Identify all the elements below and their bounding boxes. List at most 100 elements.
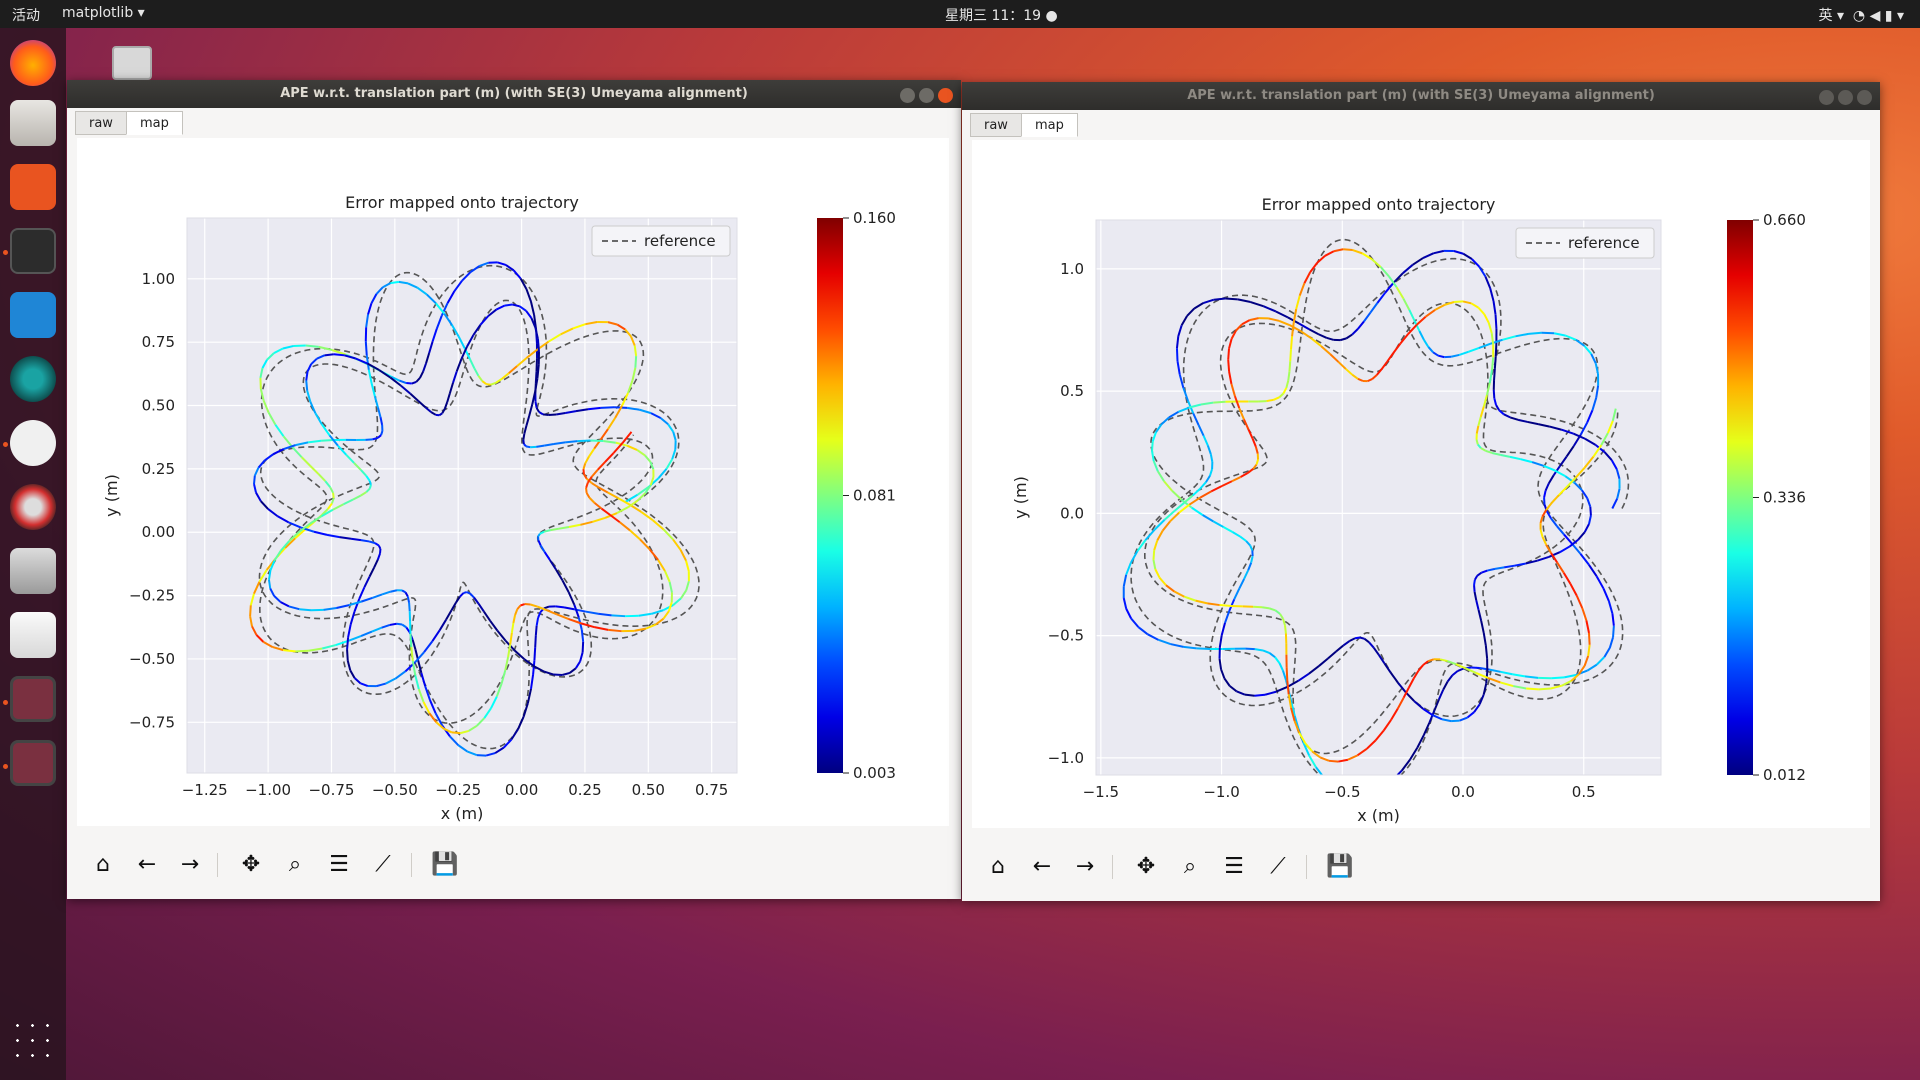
trajectory-segment xyxy=(269,560,276,571)
trajectory-segment xyxy=(512,303,520,308)
files-icon[interactable] xyxy=(10,100,56,146)
trajectory-segment xyxy=(638,612,652,617)
trajectory-segment xyxy=(1371,374,1378,380)
trajectory-segment xyxy=(1300,330,1312,340)
trajectory-segment xyxy=(1423,339,1430,348)
forward-button[interactable]: → xyxy=(1075,854,1095,879)
trash-icon[interactable] xyxy=(112,46,152,80)
figure-canvas[interactable]: −1.25 −1.00 −0.75 −0.50 −0.25 0.00 0.25 0.50 0.7… xyxy=(77,138,949,826)
trajectory-segment xyxy=(258,569,268,583)
save-button[interactable]: 💾 xyxy=(1326,854,1354,879)
minimize-button[interactable] xyxy=(1819,90,1834,105)
trajectory-segment xyxy=(476,754,487,757)
app-menu[interactable]: matplotlib ▾ xyxy=(62,5,145,21)
screen-recorder-icon[interactable] xyxy=(10,484,56,530)
pan-button[interactable]: ✥ xyxy=(1136,854,1156,879)
trajectory-segment xyxy=(534,327,539,339)
trajectory-segment xyxy=(1282,618,1286,626)
trajectory-segment xyxy=(1212,520,1224,528)
trajectory-segment xyxy=(1229,685,1238,693)
home-button[interactable]: ⌂ xyxy=(96,852,110,877)
trajectory-segment xyxy=(1483,313,1490,324)
activities-button[interactable]: 活动 xyxy=(12,8,40,24)
trajectory-segment xyxy=(1545,544,1552,554)
trajectory-segment xyxy=(630,336,636,346)
trajectory-segment xyxy=(494,746,505,754)
save-button[interactable]: 💾 xyxy=(431,852,459,877)
toolbar-separator xyxy=(411,853,412,877)
tab-raw[interactable]: raw xyxy=(75,111,127,135)
maximize-button[interactable] xyxy=(919,88,934,103)
trajectory-segment xyxy=(1195,599,1208,605)
trajectory-segment xyxy=(1422,722,1431,736)
trajectory-segment xyxy=(1269,652,1276,659)
close-button[interactable] xyxy=(1857,90,1872,105)
matplotlib-window-icon[interactable] xyxy=(10,676,56,722)
trajectory-segment xyxy=(1137,626,1149,635)
back-button[interactable]: ← xyxy=(137,852,157,877)
trajectory-segment xyxy=(621,392,629,407)
trajectory-segment xyxy=(282,344,294,350)
trajectory-segment xyxy=(530,674,535,689)
software-center-icon[interactable] xyxy=(10,164,56,210)
trajectory-segment xyxy=(279,601,290,608)
y-tick-label: 0.50 xyxy=(142,397,175,415)
trajectory-segment xyxy=(645,623,657,630)
tab-map[interactable]: map xyxy=(125,111,183,135)
trajectory-segment xyxy=(627,379,634,394)
trajectory-segment xyxy=(405,626,411,634)
figure-canvas[interactable]: −1.5 −1.0 −0.5 0.0 0.5 1.0 0.5 0.0 −0.5 −1.0 Error… xyxy=(972,140,1870,828)
trajectory-segment xyxy=(438,619,447,631)
trajectory-segment xyxy=(1244,693,1255,697)
trajectory-segment xyxy=(1491,357,1495,371)
back-button[interactable]: ← xyxy=(1032,854,1052,879)
vscode-icon[interactable] xyxy=(10,292,56,338)
typora-icon[interactable] xyxy=(10,420,56,466)
trajectory-segment xyxy=(443,401,449,410)
trajectory-segment xyxy=(547,333,562,343)
zoom-button[interactable]: ⌕ xyxy=(1183,854,1197,879)
input-method-indicator[interactable]: 英 ▾ xyxy=(1818,8,1844,24)
trajectory-segment xyxy=(489,620,499,632)
subplots-button[interactable]: ☰ xyxy=(329,852,349,877)
terminal-icon[interactable] xyxy=(10,228,56,274)
show-applications-icon[interactable] xyxy=(10,1018,56,1064)
trajectory-segment xyxy=(1493,397,1497,406)
maximize-button[interactable] xyxy=(1838,90,1853,105)
trajectory-segment xyxy=(535,407,540,413)
window-titlebar[interactable]: APE w.r.t. translation part (m) (with SE… xyxy=(67,80,961,108)
trajectory-segment xyxy=(543,605,550,610)
trajectory-segment xyxy=(1571,542,1582,555)
camera-icon[interactable] xyxy=(10,548,56,594)
trajectory-segment xyxy=(468,724,478,732)
close-button[interactable] xyxy=(938,88,953,103)
legend-label: reference xyxy=(1568,234,1640,252)
tab-map[interactable]: map xyxy=(1020,113,1078,137)
zoom-button[interactable]: ⌕ xyxy=(288,852,302,877)
text-editor-icon[interactable] xyxy=(10,612,56,658)
firefox-icon[interactable] xyxy=(10,40,56,86)
system-tray[interactable]: 英 ▾ ◔ ◀ ▮ ▾ xyxy=(1819,5,1905,25)
trajectory-segment xyxy=(1373,787,1383,792)
forward-button[interactable]: → xyxy=(180,852,200,877)
trajectory-segment xyxy=(1554,469,1566,478)
window-titlebar[interactable]: APE w.r.t. translation part (m) (with SE… xyxy=(962,82,1880,110)
minimize-button[interactable] xyxy=(900,88,915,103)
trajectory-segment xyxy=(1290,336,1294,350)
trajectory-segment xyxy=(1413,700,1424,710)
trajectory-segment xyxy=(1471,666,1480,670)
customize-button[interactable]: ⟋ xyxy=(1270,854,1286,879)
pan-button[interactable]: ✥ xyxy=(241,852,261,877)
clock[interactable]: 星期三 11：19 ● xyxy=(945,8,1058,24)
trajectory-segment xyxy=(253,581,261,595)
trajectory-segment xyxy=(1286,680,1290,695)
trajectory-segment xyxy=(593,502,603,510)
tab-raw[interactable]: raw xyxy=(970,113,1022,137)
customize-button[interactable]: ⟋ xyxy=(375,852,391,877)
gitkraken-icon[interactable] xyxy=(10,356,56,402)
trajectory-segment xyxy=(1254,446,1259,454)
subplots-button[interactable]: ☰ xyxy=(1224,854,1244,879)
matplotlib-window-icon-2[interactable] xyxy=(10,740,56,786)
home-button[interactable]: ⌂ xyxy=(991,854,1005,879)
trajectory-segment xyxy=(1383,662,1392,674)
